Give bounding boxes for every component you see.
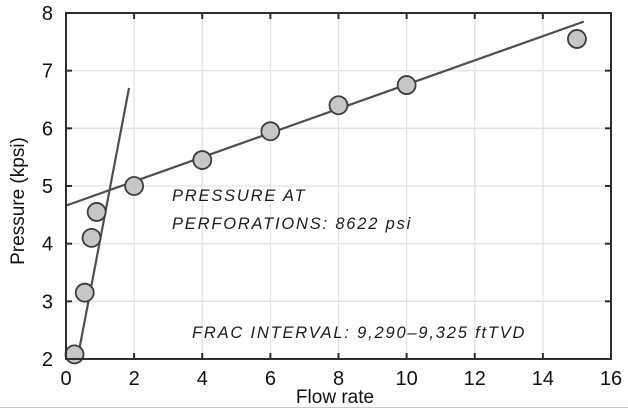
data-point xyxy=(86,202,107,222)
y-tick-label: 8 xyxy=(42,3,53,25)
annotation-perforation-pressure-line2: PERFORATIONS: 8622 psi xyxy=(172,215,412,233)
x-tick-label: 12 xyxy=(464,368,486,390)
fit-lines xyxy=(65,20,585,363)
data-point xyxy=(192,150,213,170)
data-point xyxy=(328,95,349,116)
x-tick-label: 14 xyxy=(532,368,554,390)
x-axis-label: Flow rate xyxy=(296,387,374,408)
data-point xyxy=(260,121,281,142)
data-point xyxy=(81,227,102,248)
data-point xyxy=(396,75,417,95)
y-tick-label: 2 xyxy=(42,349,53,371)
data-points xyxy=(64,29,587,365)
y-tick-label: 7 xyxy=(42,61,53,83)
x-tick-label: 0 xyxy=(60,368,71,390)
annotation-frac-interval: FRAC INTERVAL: 9,290–9,325 ftTVD xyxy=(192,324,526,342)
data-point xyxy=(74,282,95,303)
x-tick-label: 10 xyxy=(396,368,418,390)
y-tick-label: 3 xyxy=(42,291,53,313)
data-point xyxy=(124,176,145,196)
data-point xyxy=(64,344,85,365)
x-tick-label: 16 xyxy=(600,368,622,390)
steep-fit-line xyxy=(75,87,131,363)
plot-frame xyxy=(65,12,612,360)
y-tick-label: 6 xyxy=(42,118,53,140)
data-point xyxy=(567,29,587,49)
annotation-perforation-pressure-line1: PRESSURE AT xyxy=(172,187,307,205)
x-tick-label: 4 xyxy=(197,368,208,390)
shallow-fit-line xyxy=(65,20,585,207)
x-tick-label: 6 xyxy=(265,368,276,390)
x-tick-label: 2 xyxy=(129,368,140,390)
annotation-perforation-pressure: PRESSURE AT PERFORATIONS: 8622 psi xyxy=(172,187,412,233)
gridlines xyxy=(66,13,611,359)
y-tick-label: 4 xyxy=(42,234,53,256)
annotation-frac-interval-line1: FRAC INTERVAL: 9,290–9,325 ftTVD xyxy=(192,324,526,342)
y-tick-label: 5 xyxy=(42,176,53,198)
x-tick-label: 8 xyxy=(333,368,344,390)
y-axis-label: Pressure (kpsi) xyxy=(8,137,29,265)
